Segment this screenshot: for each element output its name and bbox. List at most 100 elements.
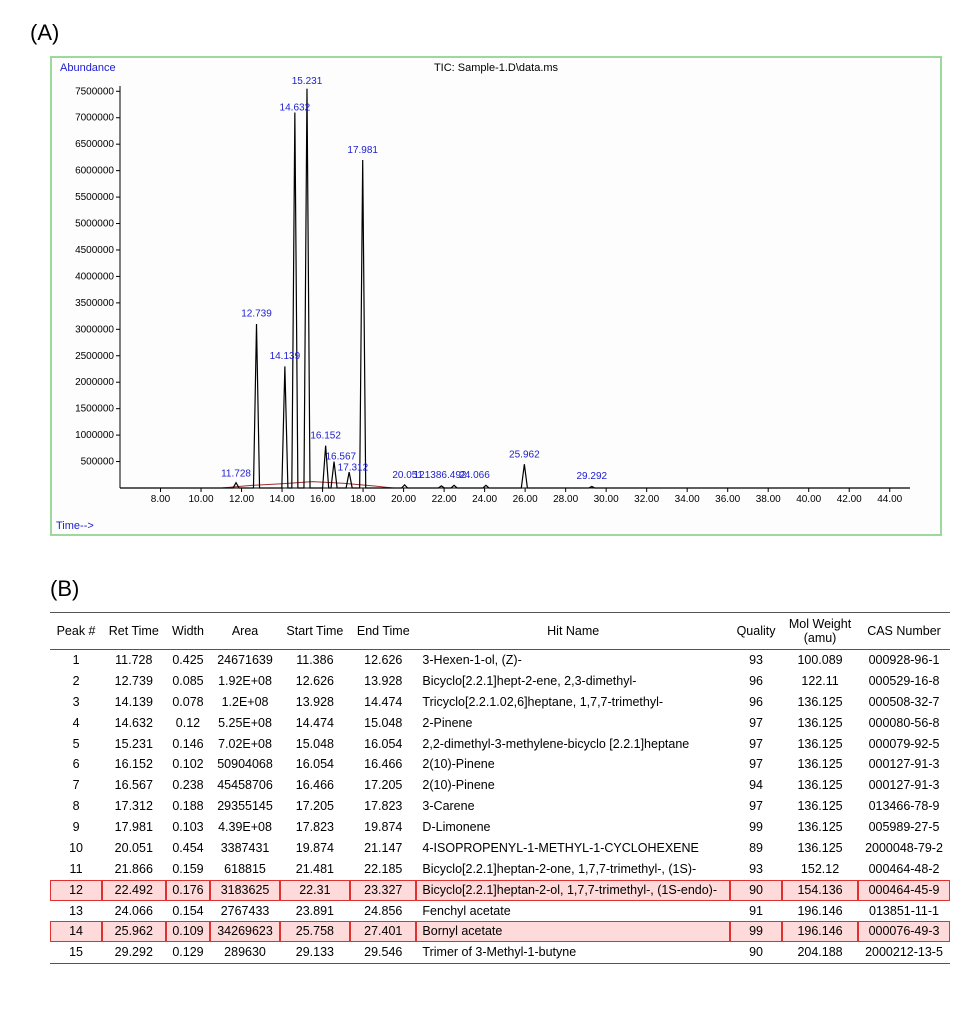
hit-name: 3-Carene [416, 796, 730, 817]
table-row: 515.2310.1467.02E+0815.04816.0542,2-dime… [50, 734, 950, 755]
table-cell: 14 [50, 921, 102, 942]
svg-text:16.567: 16.567 [325, 452, 356, 463]
column-header: Start Time [280, 613, 351, 650]
table-cell: 1.92E+08 [210, 671, 279, 692]
chromatogram-frame: TIC: Sample-1.D\data.ms Abundance Time--… [50, 56, 942, 536]
table-cell: 13 [50, 901, 102, 922]
table-cell: 25.962 [102, 921, 165, 942]
table-cell: 89 [730, 838, 782, 859]
svg-text:15.231: 15.231 [292, 76, 323, 87]
hit-name: 2-Pinene [416, 713, 730, 734]
svg-text:3000000: 3000000 [75, 324, 114, 335]
table-cell: 000508-32-7 [858, 692, 950, 713]
svg-text:12.739: 12.739 [241, 309, 272, 320]
svg-text:2000000: 2000000 [75, 377, 114, 388]
column-header: Quality [730, 613, 782, 650]
table-cell: 12.739 [102, 671, 165, 692]
table-cell: 204.188 [782, 942, 858, 963]
table-cell: 7 [50, 775, 102, 796]
column-header: Ret Time [102, 613, 165, 650]
svg-text:17.312: 17.312 [338, 463, 369, 474]
table-cell: 2000048-79-2 [858, 838, 950, 859]
table-cell: 11 [50, 859, 102, 880]
svg-text:17.981: 17.981 [347, 145, 378, 156]
table-cell: 50904068 [210, 754, 279, 775]
table-cell: 136.125 [782, 754, 858, 775]
table-cell: 5.25E+08 [210, 713, 279, 734]
svg-text:30.00: 30.00 [594, 494, 619, 505]
table-cell: 16.054 [280, 754, 351, 775]
hit-name: 3-Hexen-1-ol, (Z)- [416, 650, 730, 671]
table-cell: 14.474 [280, 713, 351, 734]
table-cell: 9 [50, 817, 102, 838]
table-cell: 0.188 [166, 796, 211, 817]
svg-text:1000000: 1000000 [75, 430, 114, 441]
column-header: CAS Number [858, 613, 950, 650]
table-cell: 136.125 [782, 692, 858, 713]
table-cell: 12 [50, 880, 102, 901]
table-row: 314.1390.0781.2E+0813.92814.474Tricyclo[… [50, 692, 950, 713]
hit-name: 4-ISOPROPENYL-1-METHYL-1-CYCLOHEXENE [416, 838, 730, 859]
table-cell: 136.125 [782, 775, 858, 796]
table-cell: 0.085 [166, 671, 211, 692]
table-cell: 99 [730, 921, 782, 942]
table-row: 1324.0660.154276743323.89124.856Fenchyl … [50, 901, 950, 922]
table-cell: 618815 [210, 859, 279, 880]
svg-text:3500000: 3500000 [75, 298, 114, 309]
table-cell: 2 [50, 671, 102, 692]
table-cell: 11.728 [102, 650, 165, 671]
table-cell: 90 [730, 942, 782, 963]
hit-name: Trimer of 3-Methyl-1-butyne [416, 942, 730, 963]
table-cell: 5 [50, 734, 102, 755]
hit-name: Bicyclo[2.2.1]heptan-2-ol, 1,7,7-trimeth… [416, 880, 730, 901]
table-cell: 16.567 [102, 775, 165, 796]
table-header: Peak #Ret TimeWidthAreaStart TimeEnd Tim… [50, 613, 950, 650]
table-cell: 10 [50, 838, 102, 859]
table-cell: 13.928 [350, 671, 416, 692]
table-cell: 25.758 [280, 921, 351, 942]
table-cell: 196.146 [782, 901, 858, 922]
table-cell: 0.146 [166, 734, 211, 755]
table-cell: 16.054 [350, 734, 416, 755]
table-row: 1529.2920.12928963029.13329.546Trimer of… [50, 942, 950, 963]
table-cell: 24.856 [350, 901, 416, 922]
table-cell: 17.823 [350, 796, 416, 817]
column-header: Width [166, 613, 211, 650]
table-cell: 136.125 [782, 817, 858, 838]
table-cell: 15.048 [280, 734, 351, 755]
table-cell: 15.048 [350, 713, 416, 734]
table-cell: 23.327 [350, 880, 416, 901]
table-cell: 16.466 [350, 754, 416, 775]
table-cell: 3 [50, 692, 102, 713]
table-cell: 15 [50, 942, 102, 963]
table-row: 111.7280.4252467163911.38612.6263-Hexen-… [50, 650, 950, 671]
table-cell: 19.874 [280, 838, 351, 859]
table-cell: 4.39E+08 [210, 817, 279, 838]
table-cell: 27.401 [350, 921, 416, 942]
svg-text:29.292: 29.292 [577, 471, 608, 482]
table-cell: 16.152 [102, 754, 165, 775]
table-cell: 154.136 [782, 880, 858, 901]
hit-name: Bornyl acetate [416, 921, 730, 942]
table-cell: 93 [730, 859, 782, 880]
table-cell: 97 [730, 713, 782, 734]
table-cell: 136.125 [782, 838, 858, 859]
table-cell: 0.078 [166, 692, 211, 713]
svg-text:4500000: 4500000 [75, 245, 114, 256]
y-axis-label: Abundance [60, 62, 116, 74]
svg-text:36.00: 36.00 [715, 494, 740, 505]
svg-text:10.00: 10.00 [189, 494, 214, 505]
table-cell: 000529-16-8 [858, 671, 950, 692]
table-cell: 2000212-13-5 [858, 942, 950, 963]
svg-text:121386.492: 121386.492 [414, 470, 467, 481]
svg-text:14.632: 14.632 [280, 102, 311, 113]
svg-text:32.00: 32.00 [634, 494, 659, 505]
table-cell: 16.466 [280, 775, 351, 796]
table-row: 716.5670.2384545870616.46617.2052(10)-Pi… [50, 775, 950, 796]
plot-area: 5000001000000150000020000002500000300000… [120, 76, 920, 506]
table-cell: 0.454 [166, 838, 211, 859]
table-cell: 17.312 [102, 796, 165, 817]
table-cell: 2767433 [210, 901, 279, 922]
table-cell: 14.139 [102, 692, 165, 713]
svg-text:26.00: 26.00 [513, 494, 538, 505]
